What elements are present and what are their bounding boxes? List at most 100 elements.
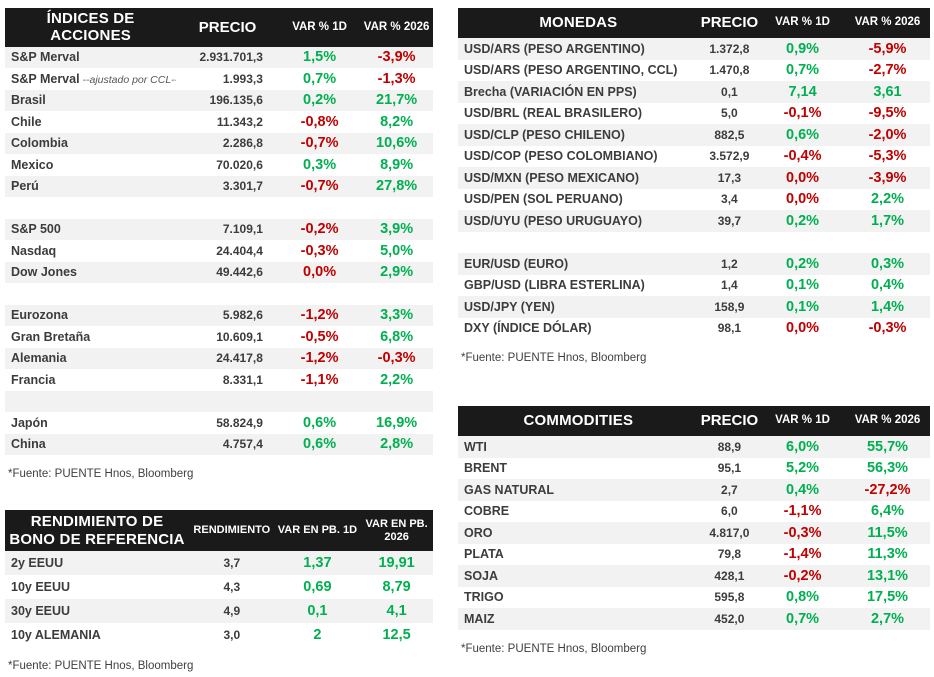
table-row: USD/BRL (REAL BRASILERO) 5,0 -0,1% -9,5% — [458, 102, 930, 124]
var-1d-value: -1,1% — [783, 503, 822, 520]
var-1d-value: 0,9% — [786, 40, 820, 57]
var-1d-value: 0,0% — [303, 264, 337, 281]
price-value: 58.824,9 — [216, 415, 263, 430]
separator-cell — [458, 232, 930, 254]
var-1d-value: 5,2% — [786, 460, 820, 477]
var-1d-value: 1,37 — [303, 555, 332, 571]
var-2026-value: -3,9% — [868, 169, 907, 186]
var-1d-value: -1,2% — [300, 307, 339, 324]
price-value: 1.470,8 — [709, 63, 750, 78]
price-value: 10.609,1 — [216, 329, 263, 344]
table-row: Eurozona 5.982,6 -1,2% 3,3% — [5, 304, 433, 326]
currencies-table-title: MONEDAS — [458, 8, 699, 38]
var-2026-value: 2,9% — [380, 264, 414, 281]
price-value: 882,5 — [714, 127, 745, 142]
table-row: Francia 8.331,1 -1,1% 2,2% — [5, 369, 433, 391]
var-2026-value: -27,2% — [864, 481, 911, 498]
instrument-label: Gran Bretaña — [11, 329, 91, 344]
instrument-label: TRIGO — [464, 590, 504, 605]
var-2026-value: -5,9% — [868, 40, 907, 57]
price-value: 452,0 — [714, 611, 745, 626]
var-2026-value: 3,9% — [380, 221, 414, 238]
table-row: S&P Merval 2.931.701,3 1,5% -3,9% — [5, 46, 433, 68]
instrument-label: DXY (ÍNDICE DÓLAR) — [464, 321, 592, 336]
commodities-source-note: *Fuente: PUENTE Hnos, Bloomberg — [461, 642, 647, 655]
right-column: MONEDAS PRECIO VAR % 1D VAR % 2026 USD/A… — [458, 8, 930, 672]
instrument-label: USD/MXN (PESO MEXICANO) — [464, 170, 640, 185]
price-value: 98,1 — [717, 321, 742, 336]
var-2026-value: 2,8% — [380, 436, 414, 453]
column-var-1d: VAR % 1D — [760, 8, 846, 38]
price-value: 4,3 — [223, 580, 241, 594]
var-1d-value: 6,0% — [786, 438, 820, 455]
var-2026-value: 11,5% — [867, 524, 908, 541]
var-1d-value: -0,2% — [783, 567, 822, 584]
table-row: USD/PEN (SOL PERUANO) 3,4 0,0% 2,2% — [458, 188, 930, 210]
bonds-table: RENDIMIENTO DE BONO DE REFERENCIA RENDIM… — [5, 510, 433, 647]
var-2026-value: 8,9% — [380, 156, 414, 173]
var-2026-value: 0,3% — [870, 255, 905, 272]
var-2026-value: 5,0% — [380, 242, 414, 259]
instrument-note: --ajustado por CCL-- — [79, 73, 177, 86]
price-value: 24.417,8 — [216, 351, 263, 366]
table-row: MAIZ 452,0 0,7% 2,7% — [458, 608, 930, 630]
price-value: 1.372,8 — [709, 41, 750, 56]
instrument-label: Japón — [11, 415, 48, 430]
separator-cell — [5, 197, 433, 219]
var-2026-value: -0,3% — [868, 320, 907, 337]
var-1d-value: 0,69 — [303, 579, 332, 595]
table-header-row: MONEDAS PRECIO VAR % 1D VAR % 2026 — [458, 8, 930, 38]
table-row: DXY (ÍNDICE DÓLAR) 98,1 0,0% -0,3% — [458, 317, 930, 339]
instrument-label: USD/BRL (REAL BRASILERO) — [464, 106, 643, 121]
price-value: 2.286,8 — [222, 136, 263, 151]
column-precio: PRECIO — [698, 406, 761, 436]
var-2026-value: 2,2% — [870, 191, 905, 208]
indices-table-title: ÍNDICES DE ACCIONES — [5, 8, 177, 47]
table-row: Japón 58.824,9 0,6% 16,9% — [5, 412, 433, 434]
var-1d-value: 7,14 — [788, 83, 817, 100]
column-var-pb-1d: VAR EN PB. 1D — [274, 510, 361, 551]
price-value: 39,7 — [717, 213, 742, 228]
var-1d-value: 0,7% — [303, 70, 337, 87]
var-2026-value: 4,1 — [386, 603, 407, 619]
column-var-2026: VAR % 2026 — [845, 406, 930, 436]
var-1d-value: 2 — [313, 627, 322, 643]
price-value: 24.404,4 — [216, 243, 263, 258]
instrument-label: GBP/USD (LIBRA ESTERLINA) — [464, 278, 645, 293]
var-2026-value: 17,5% — [866, 589, 909, 606]
instrument-label: Dow Jones — [11, 265, 77, 280]
var-2026-value: 8,2% — [380, 113, 414, 130]
var-2026-value: 3,61 — [873, 83, 902, 100]
separator-row — [458, 231, 930, 254]
instrument-label: GAS NATURAL — [464, 482, 555, 497]
table-row: USD/MXN (PESO MEXICANO) 17,3 0,0% -3,9% — [458, 167, 930, 189]
column-precio: PRECIO — [176, 8, 279, 47]
var-2026-value: 27,8% — [376, 178, 418, 195]
var-1d-value: 0,0% — [786, 191, 820, 208]
var-2026-value: 2,2% — [380, 371, 414, 388]
table-row: 10y ALEMANIA 3,0 2 12,5 — [5, 623, 433, 647]
price-value: 3,0 — [223, 628, 241, 642]
table-row: Mexico 70.020,6 0,3% 8,9% — [5, 154, 433, 176]
table-row: Brecha (VARIACIÓN EN PPS) 0,1 7,14 3,61 — [458, 81, 930, 103]
table-row: USD/COP (PESO COLOMBIANO) 3.572,9 -0,4% -5,… — [458, 145, 930, 167]
var-1d-value: 0,1% — [786, 298, 820, 315]
instrument-label: PLATA — [464, 547, 504, 562]
table-row: GBP/USD (LIBRA ESTERLINA) 1,4 0,1% 0,4% — [458, 274, 930, 296]
instrument-label: Chile — [11, 114, 42, 129]
instrument-label: BRENT — [464, 461, 508, 476]
var-2026-value: 10,6% — [376, 135, 418, 152]
table-row: ORO 4.817,0 -0,3% 11,5% — [458, 522, 930, 544]
var-1d-value: -0,7% — [300, 178, 339, 195]
var-2026-value: 55,7% — [866, 438, 909, 455]
price-value: 3.572,9 — [709, 149, 750, 164]
var-1d-value: -0,5% — [300, 328, 339, 345]
var-2026-value: -2,0% — [868, 126, 907, 143]
table-row: USD/JPY (YEN) 158,9 0,1% 1,4% — [458, 296, 930, 318]
price-value: 158,9 — [714, 299, 745, 314]
table-row: USD/ARS (PESO ARGENTINO, CCL) 1.470,8 0,7%… — [458, 59, 930, 81]
bonds-source-note: *Fuente: PUENTE Hnos, Bloomberg — [8, 660, 194, 672]
table-row: BRENT 95,1 5,2% 56,3% — [458, 457, 930, 479]
table-row: S&P Merval --ajustado por CCL-- 1.993,3 0,… — [5, 68, 433, 90]
